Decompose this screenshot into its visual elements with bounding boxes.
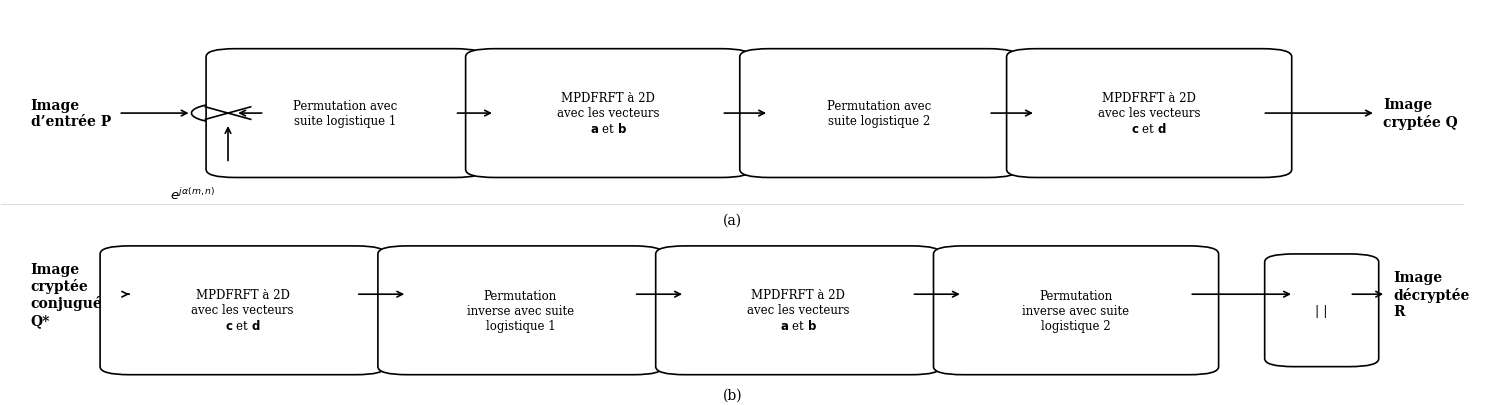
Text: Permutation avec
suite logistique 2: Permutation avec suite logistique 2 [826,100,930,128]
Text: Image
cryptée
conjuguée
Q*: Image cryptée conjuguée Q* [31,262,111,327]
FancyBboxPatch shape [655,246,941,375]
Text: $e^{j\alpha(m,n)}$: $e^{j\alpha(m,n)}$ [169,186,215,202]
FancyBboxPatch shape [207,49,484,178]
Text: MPDFRFT à 2D
avec les vecteurs
$\mathbf{c}$ et $\mathbf{d}$: MPDFRFT à 2D avec les vecteurs $\mathbf{… [192,288,294,333]
FancyBboxPatch shape [1006,49,1291,178]
Text: MPDFRFT à 2D
avec les vecteurs
$\mathbf{a}$ et $\mathbf{b}$: MPDFRFT à 2D avec les vecteurs $\mathbf{… [557,92,660,136]
Text: (a): (a) [722,213,742,227]
Text: Image
d’entrée P: Image d’entrée P [31,99,111,129]
FancyBboxPatch shape [933,246,1219,375]
Text: Image
décryptée
R: Image décryptée R [1394,271,1470,318]
FancyBboxPatch shape [465,49,750,178]
Text: | |: | | [1315,304,1328,317]
Text: Permutation
inverse avec suite
logistique 2: Permutation inverse avec suite logistiqu… [1022,289,1129,332]
FancyBboxPatch shape [377,246,663,375]
FancyBboxPatch shape [1265,254,1379,367]
Text: Permutation
inverse avec suite
logistique 1: Permutation inverse avec suite logistiqu… [467,289,574,332]
FancyBboxPatch shape [740,49,1018,178]
Text: Permutation avec
suite logistique 1: Permutation avec suite logistique 1 [293,100,397,128]
Text: Image
cryptée Q: Image cryptée Q [1383,98,1458,130]
Text: MPDFRFT à 2D
avec les vecteurs
$\mathbf{a}$ et $\mathbf{b}$: MPDFRFT à 2D avec les vecteurs $\mathbf{… [747,288,850,333]
Text: MPDFRFT à 2D
avec les vecteurs
$\mathbf{c}$ et $\mathbf{d}$: MPDFRFT à 2D avec les vecteurs $\mathbf{… [1098,92,1201,136]
FancyBboxPatch shape [100,246,385,375]
Text: (b): (b) [722,388,743,402]
